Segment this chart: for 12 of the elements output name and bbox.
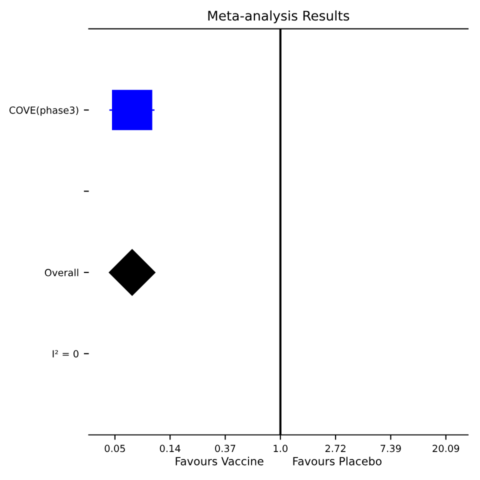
x-tick-label: 1.0 xyxy=(274,444,288,452)
x-axis-title: Favours Vaccine Favours Placebo xyxy=(176,456,382,466)
y-tick-label: COVE(phase3) xyxy=(9,106,78,116)
x-tick-label: 2.72 xyxy=(325,444,346,452)
x-tick-label: 0.05 xyxy=(104,444,125,452)
x-tick-label: 0.37 xyxy=(215,444,236,452)
x-tick-label: 20.09 xyxy=(432,444,460,452)
x-tick-label: 7.39 xyxy=(380,444,401,452)
y-tick-label: Overall xyxy=(44,268,78,276)
x-tick-label: 0.14 xyxy=(160,444,180,452)
chart-title: Meta-analysis Results xyxy=(208,10,350,24)
y-tick-label: I² = 0 xyxy=(52,350,78,358)
